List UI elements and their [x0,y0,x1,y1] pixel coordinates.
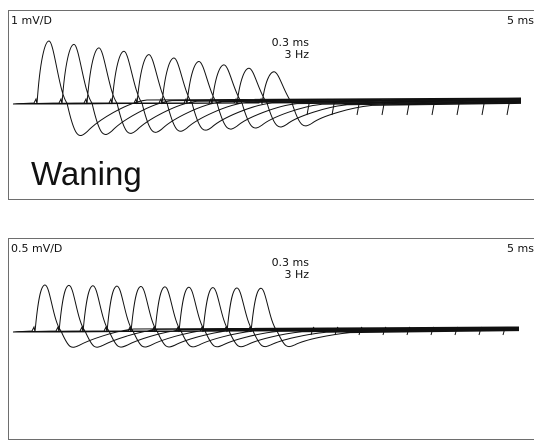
stimulus-params: 0.3 ms 3 Hz [257,37,309,61]
top-waveform-panel: 1 mV/D 5 ms/D 0.3 ms 3 Hz Waning [8,10,534,200]
cmap-trace [12,287,520,348]
cmap-trace [12,40,522,136]
cmap-trace [12,60,522,130]
waning-caption: Waning [31,155,142,192]
rate-label: 3 Hz [284,268,309,281]
bottom-waveform-panel: 0.5 mV/D 5 ms/D 0.3 ms 3 Hz [8,238,534,440]
stimulus-tick [456,102,461,116]
cmap-trace [12,71,522,127]
duration-label: 0.3 ms [271,36,309,49]
rate-label: 3 Hz [284,48,309,61]
stimulus-tick [454,326,459,336]
cmap-trace [12,287,520,348]
cmap-trace [12,67,522,128]
stimulus-tick [506,102,511,116]
stimulus-tick [334,326,339,336]
stimulus-tick [502,326,507,336]
top-traces [12,40,522,136]
sweep-label: 5 ms/D [507,242,534,255]
sweep-label: 5 ms/D [507,14,534,27]
cmap-trace [12,43,522,135]
stimulus-tick [478,326,483,336]
cmap-trace [12,287,520,347]
cmap-trace [12,57,522,131]
duration-label: 0.3 ms [271,256,309,269]
cmap-trace [12,54,522,132]
stimulus-params: 0.3 ms 3 Hz [257,257,309,281]
gain-label: 0.5 mV/D [11,242,63,255]
cmap-trace [12,50,522,133]
gain-label: 1 mV/D [11,14,52,27]
cmap-trace [12,47,522,134]
stimulus-tick [406,326,411,336]
stimulus-tick [481,102,486,116]
stimulus-tick [430,326,435,336]
bottom-traces [12,284,520,348]
stimulus-tick [310,326,315,336]
